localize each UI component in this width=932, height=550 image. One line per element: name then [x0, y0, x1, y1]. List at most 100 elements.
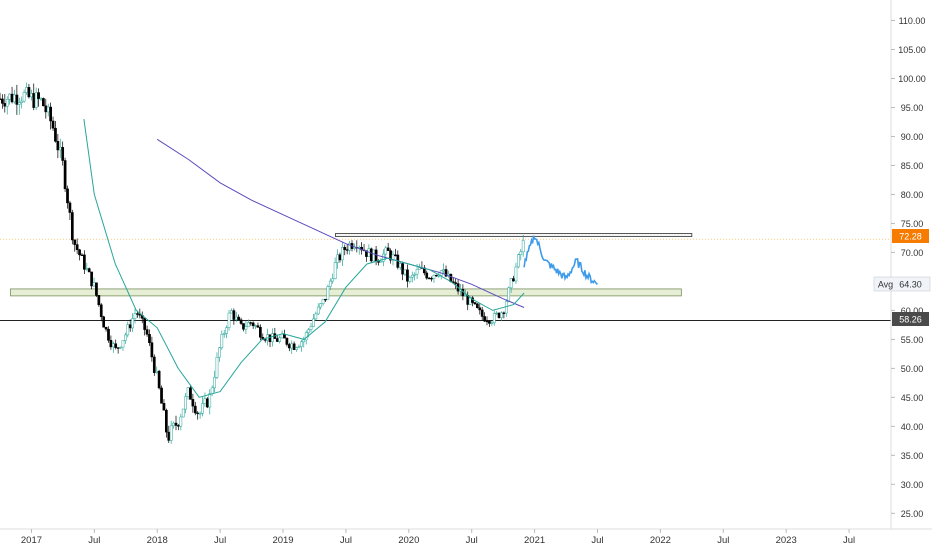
- candle-body: [254, 325, 257, 327]
- candle-body: [435, 274, 438, 277]
- candle-body: [107, 328, 110, 341]
- candle-body: [68, 202, 72, 213]
- candle-body: [157, 370, 161, 389]
- candle-body: [51, 120, 55, 129]
- plot-area[interactable]: [0, 82, 891, 444]
- candle-body: [483, 316, 486, 322]
- candle-body: [237, 316, 241, 321]
- y-tick-label: 70.00: [901, 248, 924, 258]
- candle-body: [119, 346, 122, 349]
- support-zone[interactable]: [10, 288, 682, 297]
- candle-body: [259, 327, 262, 338]
- candle-body: [66, 188, 69, 204]
- candle-body: [116, 347, 120, 349]
- candle-body: [75, 244, 79, 250]
- candle-body: [80, 254, 84, 256]
- candle-body: [213, 376, 216, 389]
- candle-body: [121, 340, 125, 348]
- candle-body: [210, 387, 214, 394]
- x-tick-label: 2019: [272, 535, 293, 546]
- x-tick-label: Jul: [88, 535, 100, 546]
- candle-body: [174, 422, 178, 426]
- candle-body: [480, 309, 484, 317]
- last-price-badge: [892, 229, 929, 243]
- candle-body: [8, 93, 11, 100]
- candle-body: [87, 268, 91, 273]
- candle-body: [432, 274, 436, 279]
- y-tick-label: 25.00: [901, 509, 924, 519]
- candle-body: [172, 422, 175, 427]
- candle-body: [473, 302, 477, 305]
- candle-body: [295, 347, 298, 350]
- candle-body: [225, 327, 228, 334]
- short-moving-average-line[interactable]: [83, 119, 525, 398]
- candle-body: [307, 329, 310, 333]
- candle-body: [278, 337, 282, 342]
- candle-body: [5, 99, 9, 107]
- candle-body: [478, 307, 482, 311]
- candle-body: [444, 269, 448, 277]
- candle-body: [145, 329, 149, 335]
- candle-body: [413, 273, 417, 276]
- candle-body: [70, 212, 74, 241]
- candle-body: [285, 337, 289, 345]
- candle-body: [37, 92, 40, 99]
- candle-body: [292, 343, 296, 350]
- candle-body: [46, 106, 50, 113]
- candle-body: [521, 240, 525, 253]
- candle-body: [114, 343, 118, 348]
- long-moving-average-line[interactable]: [156, 138, 525, 308]
- x-tick-label: Jul: [466, 535, 478, 546]
- candle-body: [519, 251, 523, 255]
- candle-body: [463, 295, 467, 297]
- candle-body: [160, 387, 163, 404]
- candle-body: [13, 94, 16, 103]
- candle-body: [179, 416, 183, 427]
- candle-body: [25, 87, 28, 93]
- y-tick-label: 45.00: [901, 393, 924, 403]
- candle-body: [512, 278, 515, 282]
- candle-body: [492, 313, 496, 324]
- candle-body: [218, 347, 221, 358]
- candle-body: [442, 269, 445, 271]
- y-tick-label: 80.00: [901, 190, 924, 200]
- candle-body: [418, 267, 421, 270]
- candle-body: [181, 408, 185, 418]
- x-tick-label: 2021: [524, 535, 545, 546]
- candles[interactable]: [0, 82, 525, 444]
- candle-body: [324, 298, 327, 301]
- x-tick-label: 2020: [398, 535, 419, 546]
- candle-body: [136, 313, 139, 315]
- candle-body: [239, 319, 243, 324]
- candle-body: [133, 313, 137, 319]
- candle-body: [398, 263, 402, 268]
- candle-body: [476, 303, 479, 309]
- candle-body: [408, 276, 412, 282]
- y-tick-label: 60.00: [901, 306, 924, 316]
- candle-body: [369, 248, 373, 262]
- candle-body: [215, 356, 219, 378]
- candle-body: [331, 278, 335, 282]
- candle-body: [485, 320, 489, 323]
- candle-body: [61, 147, 65, 161]
- candle-body: [126, 324, 130, 336]
- candle-body: [500, 312, 503, 318]
- x-tick-label: Jul: [591, 535, 603, 546]
- resistance-band[interactable]: [335, 233, 693, 237]
- candle-body: [193, 405, 197, 414]
- candle-body: [78, 249, 81, 256]
- candle-body: [17, 102, 21, 105]
- candle-body: [410, 274, 414, 278]
- candle-body: [201, 403, 204, 414]
- candle-body: [283, 333, 286, 339]
- candle-body: [336, 254, 339, 263]
- price-projection-line[interactable]: [523, 235, 598, 285]
- candle-body: [205, 398, 209, 408]
- candle-body: [401, 263, 404, 275]
- candle-body: [15, 94, 19, 105]
- candle-body: [220, 334, 224, 349]
- candle-body: [177, 425, 180, 427]
- candle-body: [263, 339, 267, 341]
